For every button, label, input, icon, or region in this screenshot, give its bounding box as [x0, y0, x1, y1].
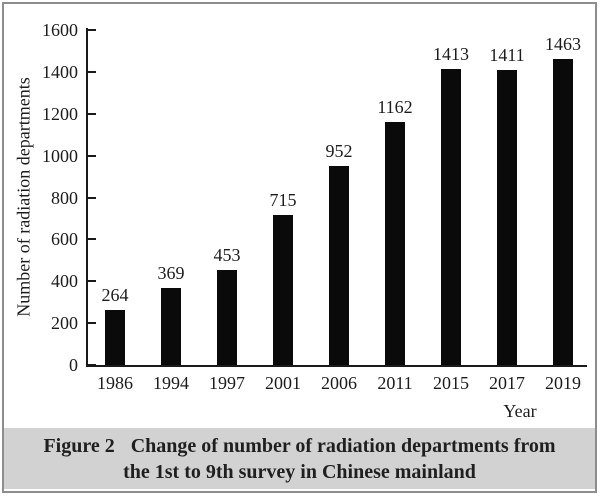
y-axis-tick-label-600: 600 — [51, 229, 78, 250]
figure-caption: Figure 2 Change of number of radiation de… — [4, 428, 595, 489]
bar-1997 — [217, 270, 237, 365]
bar-1994 — [161, 288, 181, 365]
x-axis-tick-label-2015: 2015 — [433, 373, 469, 393]
y-axis-tick-label-200: 200 — [51, 313, 78, 334]
y-axis-tick-label-1400: 1400 — [42, 61, 78, 82]
bar-value-label-2019: 1463 — [545, 34, 581, 54]
y-axis-tick-200 — [88, 322, 96, 325]
bar-value-label-1986: 264 — [101, 285, 129, 305]
y-axis-tick-0 — [88, 364, 96, 366]
bar-value-label-2015: 1413 — [433, 44, 469, 64]
bar-chart-plot-area: 0 200 400 600 800 1000 1200 1400 1600 264 369 453 7… — [42, 20, 587, 421]
y-axis-spine — [86, 28, 88, 367]
y-axis-tick-label-1000: 1000 — [42, 145, 78, 166]
y-axis-tick-label-800: 800 — [51, 187, 78, 208]
bar-2019 — [553, 59, 573, 365]
x-axis-tick-label-2001: 2001 — [265, 373, 301, 393]
figure-caption-line-1: Figure 2 Change of number of radiation de… — [4, 433, 595, 459]
bar-2015 — [441, 69, 461, 365]
bar-value-label-2011: 1162 — [377, 97, 413, 117]
y-axis-tick-400 — [88, 280, 96, 283]
y-axis-tick-1200 — [88, 112, 96, 115]
x-axis-tick-label-1997: 1997 — [209, 373, 245, 393]
y-axis-tick-label-0: 0 — [69, 355, 78, 375]
figure-caption-line-2: the 1st to 9th survey in Chinese mainlan… — [123, 461, 476, 483]
figure-caption-text-1: Change of number of radiation department… — [130, 435, 556, 457]
y-axis-tick-label-1600: 1600 — [42, 20, 78, 40]
bar-value-label-2017: 1411 — [489, 45, 525, 65]
bar-1986 — [105, 310, 125, 365]
y-axis-tick-1000 — [88, 154, 96, 157]
y-axis-tick-800 — [88, 196, 96, 199]
y-axis-tick-label-400: 400 — [51, 271, 78, 292]
x-axis-tick-label-2019: 2019 — [545, 373, 581, 393]
x-axis-tick-label-2006: 2006 — [321, 373, 357, 393]
bar-2011 — [385, 122, 405, 365]
bar-value-label-1997: 453 — [213, 245, 241, 265]
figure-number-label: Figure 2 — [43, 435, 115, 457]
bar-value-label-2006: 952 — [325, 141, 353, 161]
x-axis-spine — [86, 365, 587, 367]
x-axis-tick-label-1986: 1986 — [97, 373, 133, 393]
y-axis-tick-1400 — [88, 70, 96, 73]
bar-value-label-2001: 715 — [269, 190, 297, 210]
y-axis-tick-600 — [88, 238, 96, 241]
x-axis-title: Year — [503, 401, 537, 421]
bar-2001 — [273, 215, 293, 365]
bar-2017 — [497, 70, 517, 365]
y-axis-tick-label-1200: 1200 — [42, 103, 78, 124]
x-axis-tick-label-2011: 2011 — [377, 373, 413, 393]
bar-value-label-1994: 369 — [157, 263, 185, 283]
x-axis-tick-label-2017: 2017 — [489, 373, 525, 393]
y-axis-tick-1600 — [88, 29, 96, 31]
x-axis-tick-label-1994: 1994 — [153, 373, 189, 393]
bar-2006 — [329, 166, 349, 365]
